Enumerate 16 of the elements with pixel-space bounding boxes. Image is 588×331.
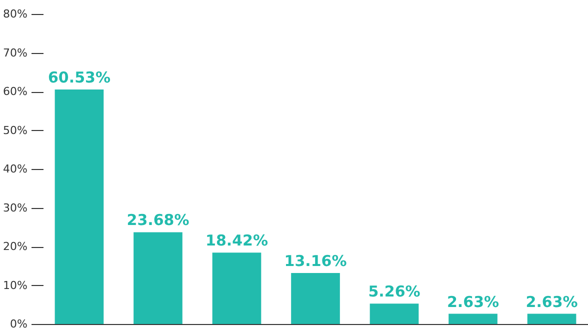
y-tick-label: 20% (3, 240, 28, 253)
data-label: 13.16% (284, 252, 347, 270)
y-tick-label: 0% (10, 318, 28, 330)
y-tick-label: 30% (3, 201, 28, 214)
data-label: 23.68% (126, 211, 190, 230)
data-label: 18.42% (206, 232, 268, 250)
data-label: 60.53% (48, 68, 110, 86)
data-label: 2.63% (526, 292, 578, 311)
y-tick-label: 80% (3, 8, 28, 20)
y-tick-label: 40% (3, 162, 28, 176)
data-label: 5.26% (368, 282, 420, 301)
y-tick-label: 60% (3, 85, 28, 98)
y-tick-label: 70% (3, 46, 28, 60)
data-label: 2.63% (446, 292, 500, 311)
y-tick-label: 10% (3, 278, 28, 292)
y-tick-label: 50% (3, 124, 28, 137)
